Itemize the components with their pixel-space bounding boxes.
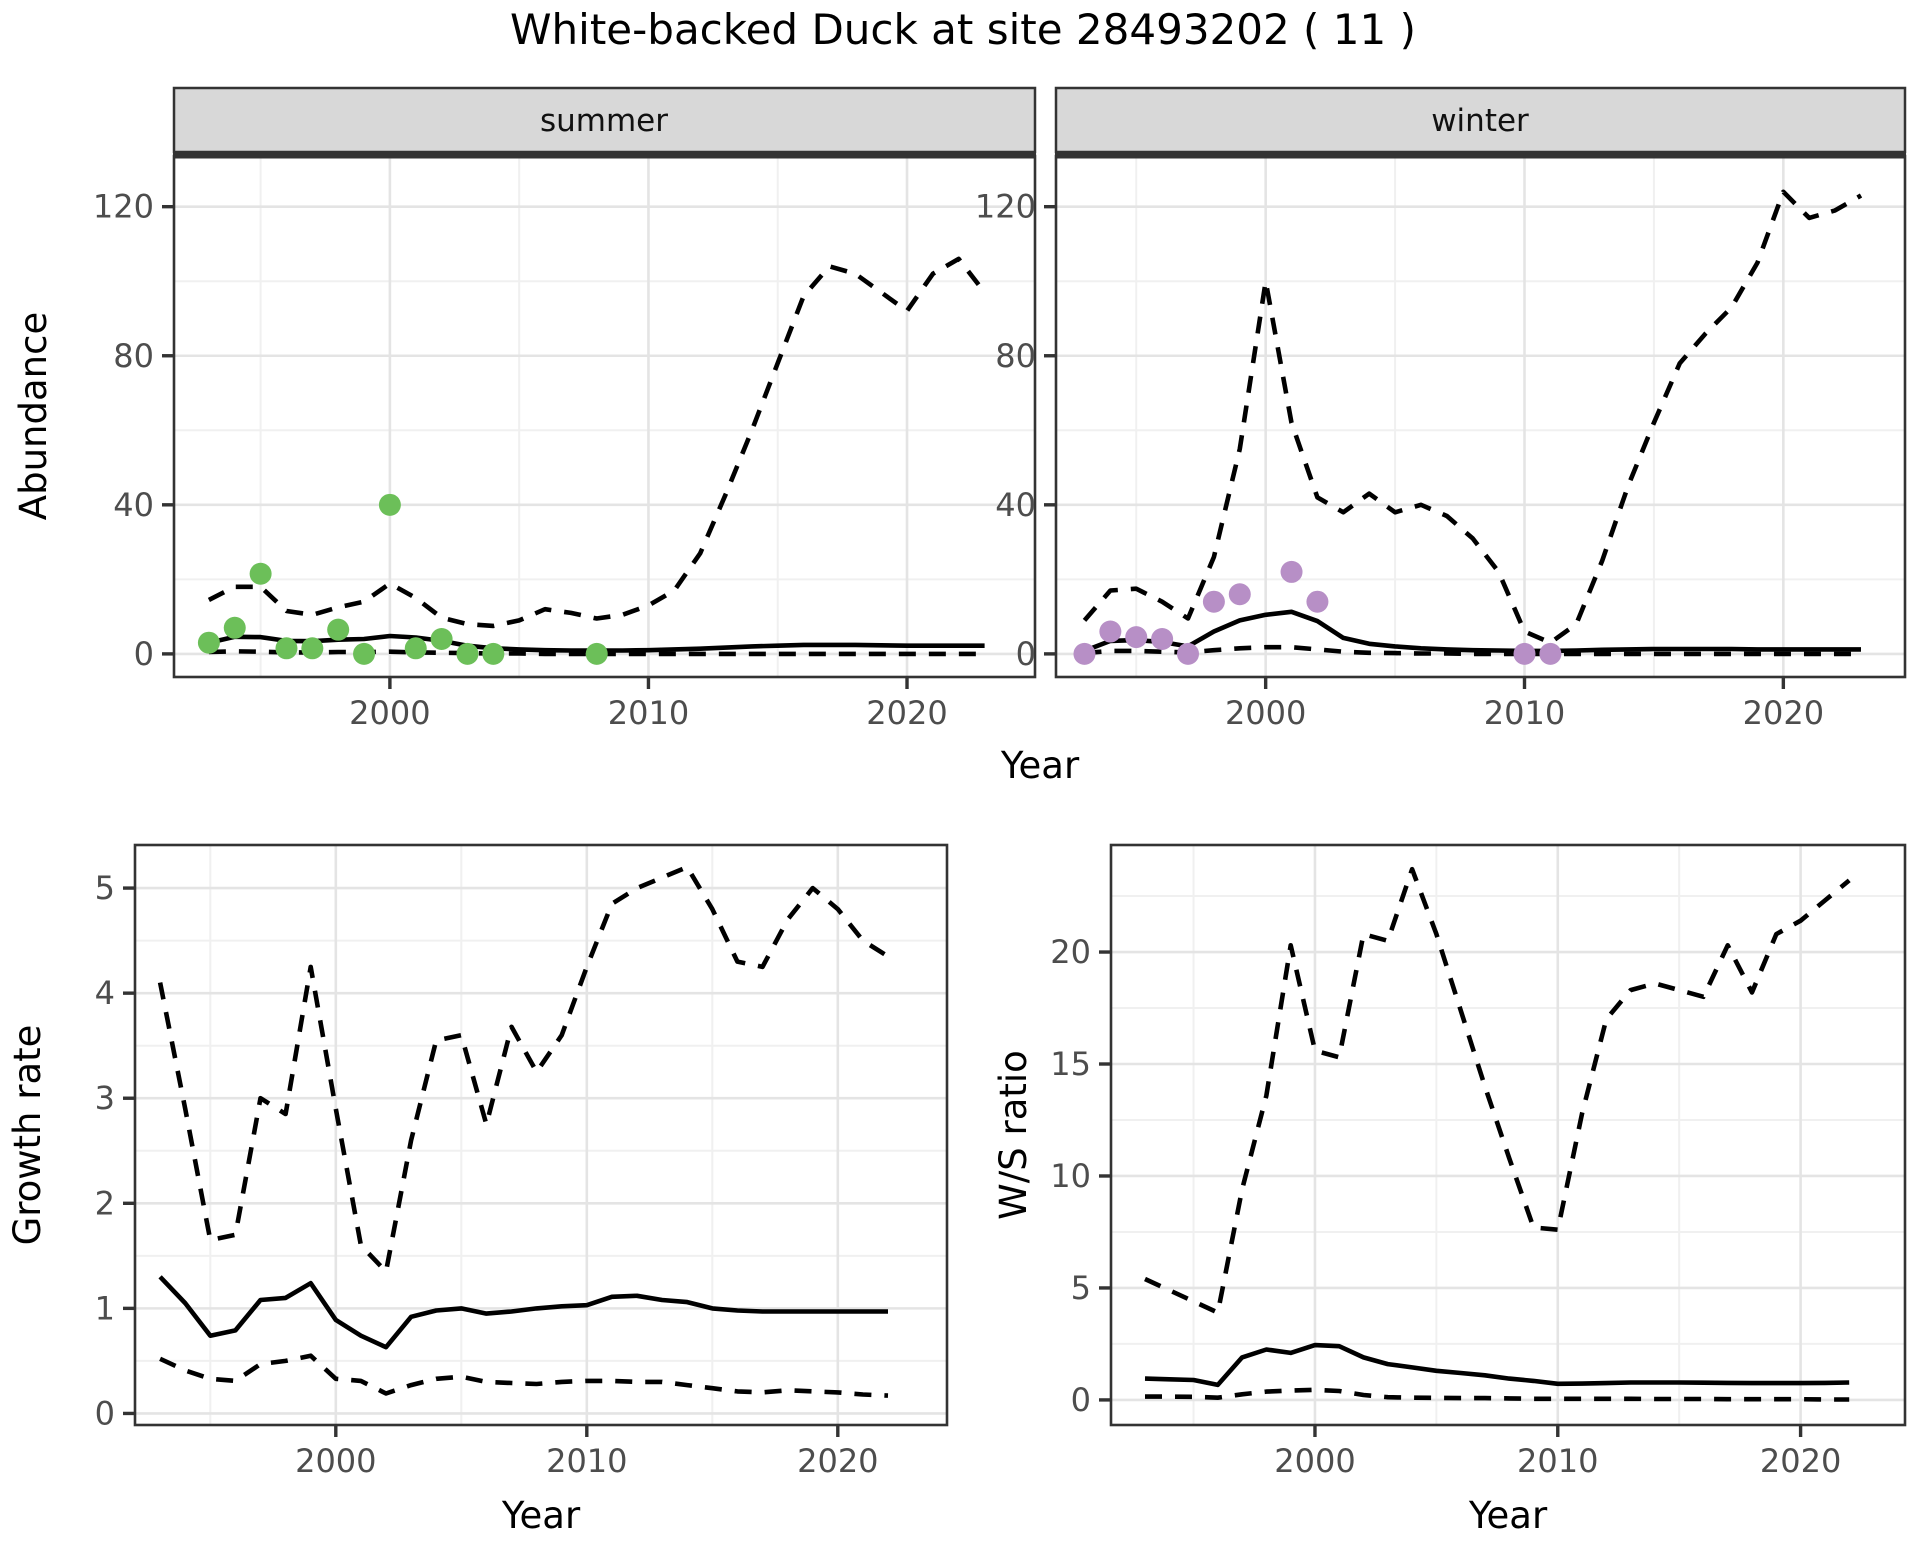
observation-point — [223, 616, 246, 639]
x-tick-label: 2020 — [1760, 1442, 1841, 1480]
observation-point — [1513, 642, 1536, 665]
y-tick-label: 4 — [95, 974, 115, 1012]
panel-border — [133, 843, 949, 1427]
x-tick-label: 2010 — [1484, 694, 1565, 732]
winter-observations — [1073, 560, 1562, 665]
facet-strip-summer: summer — [172, 86, 1037, 154]
observation-point — [1228, 583, 1251, 606]
observation-point — [378, 493, 401, 516]
y-tick-label: 2 — [95, 1184, 115, 1222]
observation-point — [1202, 590, 1225, 613]
x-tick-label: 2010 — [608, 694, 689, 732]
series-lower_ci — [208, 648, 985, 657]
panel-border — [1109, 843, 1907, 1427]
facet-strip-winter-label: winter — [1431, 103, 1529, 139]
top-x-axis-label: Year — [1000, 744, 1080, 787]
observation-point — [353, 642, 376, 665]
x-tick-label: 2000 — [1274, 1442, 1355, 1480]
panel-abundance-winter: 2000 2010 2020 0 40 80 120 — [975, 151, 1907, 732]
observation-point — [430, 627, 453, 650]
ws-x-axis-label: Year — [1468, 1494, 1548, 1537]
y-tick-label: 20 — [1050, 933, 1091, 971]
axis-ticks: 2000 2010 2020 0 5 10 15 20 — [1050, 933, 1841, 1480]
y-tick-label: 10 — [1050, 1157, 1091, 1195]
y-tick-label: 40 — [995, 486, 1036, 524]
observation-point — [197, 631, 220, 654]
observation-point — [301, 637, 324, 660]
y-tick-label: 120 — [975, 188, 1036, 226]
series-lower_ci — [1084, 644, 1861, 657]
y-tick-label: 0 — [95, 1394, 115, 1432]
observation-point — [1306, 590, 1329, 613]
observation-point — [1099, 620, 1122, 643]
x-tick-label: 2020 — [866, 694, 947, 732]
observation-point — [249, 562, 272, 585]
observation-point — [1280, 560, 1303, 583]
abundance-axis-label: Abundance — [12, 312, 55, 520]
ws-axis-label: W/S ratio — [992, 1050, 1035, 1220]
x-tick-label: 2000 — [1225, 694, 1306, 732]
y-tick-label: 5 — [95, 869, 115, 907]
panel-background — [1111, 845, 1905, 1425]
observation-point — [1177, 642, 1200, 665]
y-tick-label: 120 — [93, 188, 154, 226]
facet-strip-summer-label: summer — [540, 103, 668, 139]
observation-point — [404, 637, 427, 660]
y-tick-label: 0 — [134, 635, 154, 673]
panel-background — [135, 845, 947, 1425]
gridlines — [174, 156, 1035, 677]
y-tick-label: 1 — [95, 1289, 115, 1327]
panel-background — [174, 156, 1035, 677]
axis-ticks: 2000 2010 2020 0 1 2 3 4 5 — [95, 869, 879, 1480]
x-tick-label: 2010 — [546, 1442, 627, 1480]
summer-observations — [197, 493, 608, 665]
figure-title: White-backed Duck at site 28493202 ( 11 … — [510, 5, 1416, 54]
y-tick-label: 3 — [95, 1079, 115, 1117]
x-tick-label: 2000 — [295, 1442, 376, 1480]
gridlines — [1056, 156, 1905, 677]
panel-background — [1056, 156, 1905, 677]
facet-strip-winter: winter — [1054, 86, 1907, 154]
y-tick-label: 5 — [1071, 1269, 1091, 1307]
observation-point — [327, 618, 350, 641]
panel-abundance-summer: 2000 2010 2020 0 40 80 120 — [93, 151, 1037, 732]
series-median — [158, 1275, 888, 1350]
x-tick-label: 2020 — [797, 1442, 878, 1480]
observation-point — [1125, 626, 1148, 649]
x-tick-label: 2000 — [349, 694, 430, 732]
observation-point — [1151, 627, 1174, 650]
y-tick-label: 80 — [995, 337, 1036, 375]
observation-point — [1073, 642, 1096, 665]
observation-point — [482, 642, 505, 665]
y-tick-label: 15 — [1050, 1045, 1091, 1083]
series-upper_ci — [157, 864, 890, 1274]
axis-ticks: 2000 2010 2020 0 40 80 120 — [93, 188, 948, 732]
series-lower_ci — [159, 1353, 889, 1398]
y-tick-label: 80 — [113, 337, 154, 375]
series-upper_ci — [1082, 189, 1863, 646]
gridlines — [135, 845, 947, 1425]
y-tick-label: 0 — [1071, 1381, 1091, 1419]
x-tick-label: 2020 — [1743, 694, 1824, 732]
gridlines — [1111, 845, 1905, 1425]
growth-x-axis-label: Year — [501, 1494, 581, 1537]
y-tick-label: 0 — [1016, 635, 1036, 673]
panel-ws-ratio: 2000 2010 2020 0 5 10 15 20 — [1050, 843, 1907, 1480]
series-upper_ci — [207, 256, 987, 629]
series-median — [1083, 609, 1861, 654]
observation-point — [456, 642, 479, 665]
series-median — [1144, 1342, 1850, 1388]
panel-growth-rate: 2000 2010 2020 0 1 2 3 4 5 — [95, 843, 949, 1480]
observation-point — [275, 637, 298, 660]
series-upper_ci — [1144, 866, 1851, 1315]
growth-axis-label: Growth rate — [6, 1025, 49, 1246]
y-tick-label: 40 — [113, 486, 154, 524]
axis-ticks: 2000 2010 2020 0 40 80 120 — [975, 188, 1824, 732]
observation-point — [1539, 642, 1562, 665]
observation-point — [585, 642, 608, 665]
x-tick-label: 2010 — [1517, 1442, 1598, 1480]
